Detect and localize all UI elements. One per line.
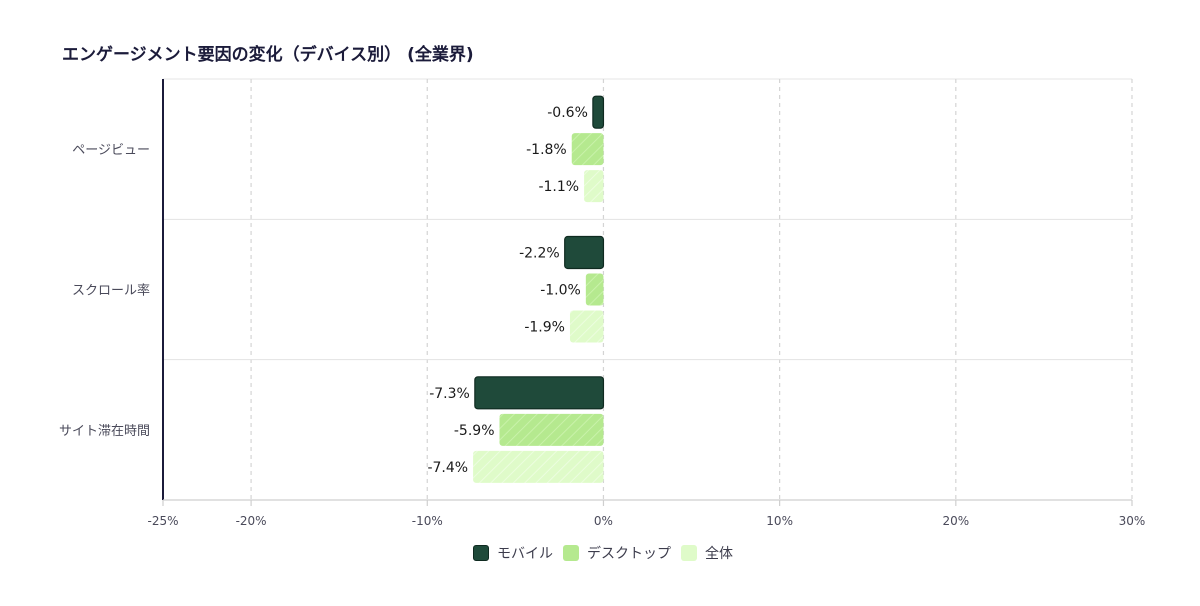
data-label-mobile: -0.6% — [547, 105, 588, 121]
bar-total — [569, 310, 604, 343]
legend-item-total[interactable]: 全体 — [681, 543, 733, 563]
chart-title: エンゲージメント要因の変化（デバイス別） (全業界) — [62, 45, 474, 65]
bar-desktop — [585, 273, 604, 306]
bars — [473, 95, 605, 483]
category-label: ページビュー — [72, 143, 150, 158]
bar-mobile — [474, 376, 605, 410]
axes — [162, 79, 1133, 506]
grid-lines — [163, 78, 1133, 500]
legend-label-mobile: モバイル — [497, 546, 553, 562]
data-label-desktop: -1.0% — [540, 283, 581, 299]
x-tick-label: -25% — [147, 514, 178, 528]
data-label-mobile: -7.3% — [429, 386, 470, 402]
legend-swatch-desktop — [563, 545, 579, 561]
legend-swatch-total — [681, 545, 697, 561]
category-label: サイト滞在時間 — [59, 424, 150, 439]
bar-total — [584, 170, 604, 203]
data-label-desktop: -1.8% — [526, 142, 567, 158]
x-tick-label: 0% — [594, 514, 613, 528]
category-label: スクロール率 — [72, 283, 150, 299]
bar-total — [473, 450, 604, 483]
bar-desktop — [499, 413, 604, 446]
data-label-mobile: -2.2% — [519, 246, 560, 262]
legend-item-mobile[interactable]: モバイル — [473, 543, 553, 563]
legend-label-total: 全体 — [705, 546, 733, 562]
chart-legend: モバイル デスクトップ 全体 — [0, 543, 1200, 563]
bar-desktop — [571, 133, 604, 166]
x-tick-label: -20% — [236, 514, 267, 528]
data-label-total: -1.9% — [524, 320, 565, 336]
bar-mobile — [564, 235, 605, 270]
legend-item-desktop[interactable]: デスクトップ — [563, 543, 671, 563]
x-tick-label: -10% — [412, 514, 443, 528]
x-tick-label: 30% — [1119, 514, 1146, 528]
bar-mobile — [592, 95, 605, 129]
data-label-desktop: -5.9% — [454, 423, 495, 439]
legend-swatch-mobile — [473, 545, 489, 561]
legend-label-desktop: デスクトップ — [587, 546, 671, 562]
data-label-total: -1.1% — [538, 179, 579, 195]
x-tick-label: 20% — [942, 514, 969, 528]
data-label-total: -7.4% — [427, 460, 468, 476]
labels: -0.6% -1.8% -1.1% ページビュー -2.2% -1.0% -1.9% スクロー… — [59, 105, 1145, 528]
x-tick-label: 10% — [766, 514, 793, 528]
